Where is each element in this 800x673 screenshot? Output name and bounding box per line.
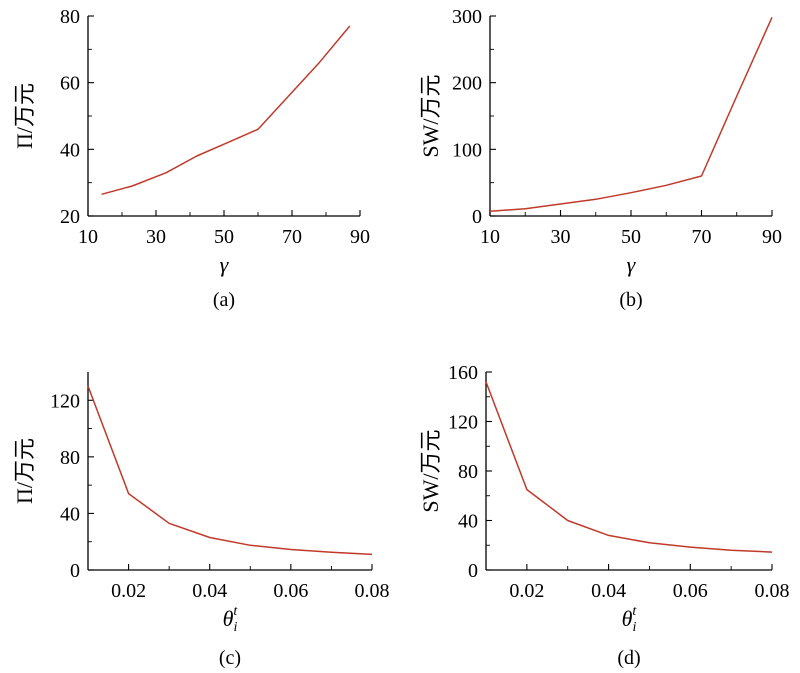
x-tick-label: 0.06 bbox=[273, 580, 308, 602]
y-tick-label: 80 bbox=[458, 461, 478, 483]
y-tick-label: 40 bbox=[60, 503, 80, 525]
x-tick-label: 30 bbox=[551, 226, 571, 248]
chart-panel-4: 0 40 80 120 160 0.02 0.04 0.06 0.08 θit SW/万元 (d) bbox=[418, 362, 790, 669]
y-axis-title: Π/万元 bbox=[12, 83, 37, 149]
x-tick-label: 0.06 bbox=[673, 580, 708, 602]
x-tick-label: 30 bbox=[146, 226, 166, 248]
panel-label: (a) bbox=[213, 289, 235, 311]
x-tick-label: 0.02 bbox=[111, 580, 146, 602]
x-tick-label: 70 bbox=[282, 226, 302, 248]
series-line bbox=[101, 25, 351, 196]
chart-panel-3: 0 40 80 120 0.02 0.04 0.06 0.08 θit Π/万元 (c) bbox=[12, 372, 390, 669]
x-tick-label: 0.08 bbox=[355, 580, 390, 602]
x-axis-title: θit bbox=[223, 604, 239, 635]
x-tick-label: 50 bbox=[214, 226, 234, 248]
panel-label: (d) bbox=[617, 647, 640, 669]
y-tick-label: 80 bbox=[60, 6, 80, 28]
x-axis-title: γ bbox=[220, 252, 230, 277]
x-tick-label: 0.04 bbox=[591, 580, 626, 602]
x-tick-label: 90 bbox=[350, 226, 370, 248]
y-tick-label: 40 bbox=[458, 511, 478, 533]
y-tick-label: 20 bbox=[60, 206, 80, 228]
x-tick-label: 0.02 bbox=[509, 580, 544, 602]
y-tick-label: 40 bbox=[60, 139, 80, 161]
x-tick-label: 70 bbox=[692, 226, 712, 248]
x-tick-label: 0.08 bbox=[755, 580, 790, 602]
y-tick-label: 60 bbox=[60, 73, 80, 95]
y-axis-title: Π/万元 bbox=[12, 438, 37, 504]
x-tick-label: 10 bbox=[480, 226, 500, 248]
series-line bbox=[485, 381, 773, 553]
x-tick-label: 0.04 bbox=[192, 580, 227, 602]
x-tick-label: 90 bbox=[762, 226, 782, 248]
series-line bbox=[489, 16, 773, 213]
x-tick-label: 50 bbox=[621, 226, 641, 248]
panel-label: (b) bbox=[619, 289, 642, 311]
y-tick-label: 0 bbox=[468, 560, 478, 582]
chart-panel-1: 20 40 60 80 10 30 50 70 90 γ Π/万元 (a) bbox=[12, 6, 370, 311]
panel-label: (c) bbox=[219, 647, 241, 669]
y-tick-label: 80 bbox=[60, 447, 80, 469]
y-tick-label: 160 bbox=[448, 362, 478, 384]
x-axis-title: γ bbox=[627, 252, 637, 277]
y-tick-label: 100 bbox=[452, 139, 482, 161]
y-tick-label: 0 bbox=[472, 206, 482, 228]
y-axis-title: SW/万元 bbox=[418, 429, 443, 512]
y-tick-label: 120 bbox=[50, 390, 80, 412]
y-tick-label: 200 bbox=[452, 73, 482, 95]
x-tick-label: 10 bbox=[78, 226, 98, 248]
y-tick-label: 300 bbox=[452, 6, 482, 28]
y-axis-title: SW/万元 bbox=[418, 74, 443, 157]
y-tick-label: 0 bbox=[70, 560, 80, 582]
x-axis-title: θit bbox=[622, 604, 638, 635]
series-line bbox=[87, 385, 373, 556]
y-tick-label: 120 bbox=[448, 412, 478, 434]
chart-panel-2: 0 100 200 300 10 30 50 70 90 γ SW/万元 (b) bbox=[418, 6, 782, 311]
